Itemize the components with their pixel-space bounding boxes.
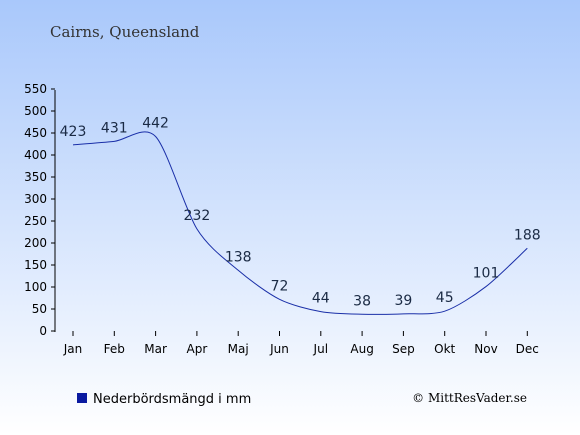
x-tick-label: Jun: [269, 342, 289, 356]
data-label: 431: [101, 120, 128, 136]
y-tick-label: 450: [24, 126, 47, 140]
x-tick-label: Mar: [144, 342, 167, 356]
y-tick-label: 150: [24, 258, 47, 272]
data-label: 44: [312, 291, 330, 307]
legend-label: Nederbördsmängd i mm: [93, 392, 251, 407]
data-label: 101: [473, 266, 500, 282]
data-label: 39: [394, 293, 412, 309]
y-tick-label: 500: [24, 104, 47, 118]
data-label: 38: [353, 293, 371, 309]
y-tick-label: 0: [39, 324, 47, 338]
data-label: 188: [514, 227, 541, 243]
data-label: 45: [436, 290, 454, 306]
data-label: 138: [225, 249, 252, 265]
y-tick-label: 300: [24, 192, 47, 206]
x-tick-label: Dec: [516, 342, 539, 356]
y-tick-label: 100: [24, 280, 47, 294]
x-tick-label: Feb: [104, 342, 125, 356]
x-tick-label: Apr: [187, 342, 208, 356]
x-tick-label: Maj: [228, 342, 249, 356]
y-tick-label: 200: [24, 236, 47, 250]
series-line-precipitation: [72, 131, 528, 315]
x-tick-label: Jul: [313, 342, 328, 356]
credit-text: © MittResVader.se: [412, 391, 527, 405]
x-tick-label: Sep: [392, 342, 415, 356]
data-label: 423: [60, 124, 87, 140]
y-tick-label: 50: [32, 302, 47, 316]
chart-title: Cairns, Queensland: [50, 23, 200, 41]
x-tick-label: Nov: [474, 342, 497, 356]
data-label: 232: [184, 208, 211, 224]
data-label: 442: [142, 116, 169, 132]
y-ticks: 0 50 100 150 200 250 300 350 400 450 500 550: [24, 82, 55, 338]
x-tick-label: Aug: [350, 342, 373, 356]
y-tick-label: 250: [24, 214, 47, 228]
x-ticks: Jan Feb Mar Apr Maj Jun Jul Aug Sep Okt Nov Dec: [63, 331, 539, 356]
y-tick-label: 350: [24, 170, 47, 184]
y-tick-label: 550: [24, 82, 47, 96]
legend-marker: [77, 393, 87, 403]
y-tick-label: 400: [24, 148, 47, 162]
data-label: 72: [271, 278, 289, 294]
x-tick-label: Jan: [63, 342, 83, 356]
data-labels: 423 431 442 232 138 72 44 38 39 45 101 188: [60, 116, 541, 310]
x-tick-label: Okt: [434, 342, 455, 356]
